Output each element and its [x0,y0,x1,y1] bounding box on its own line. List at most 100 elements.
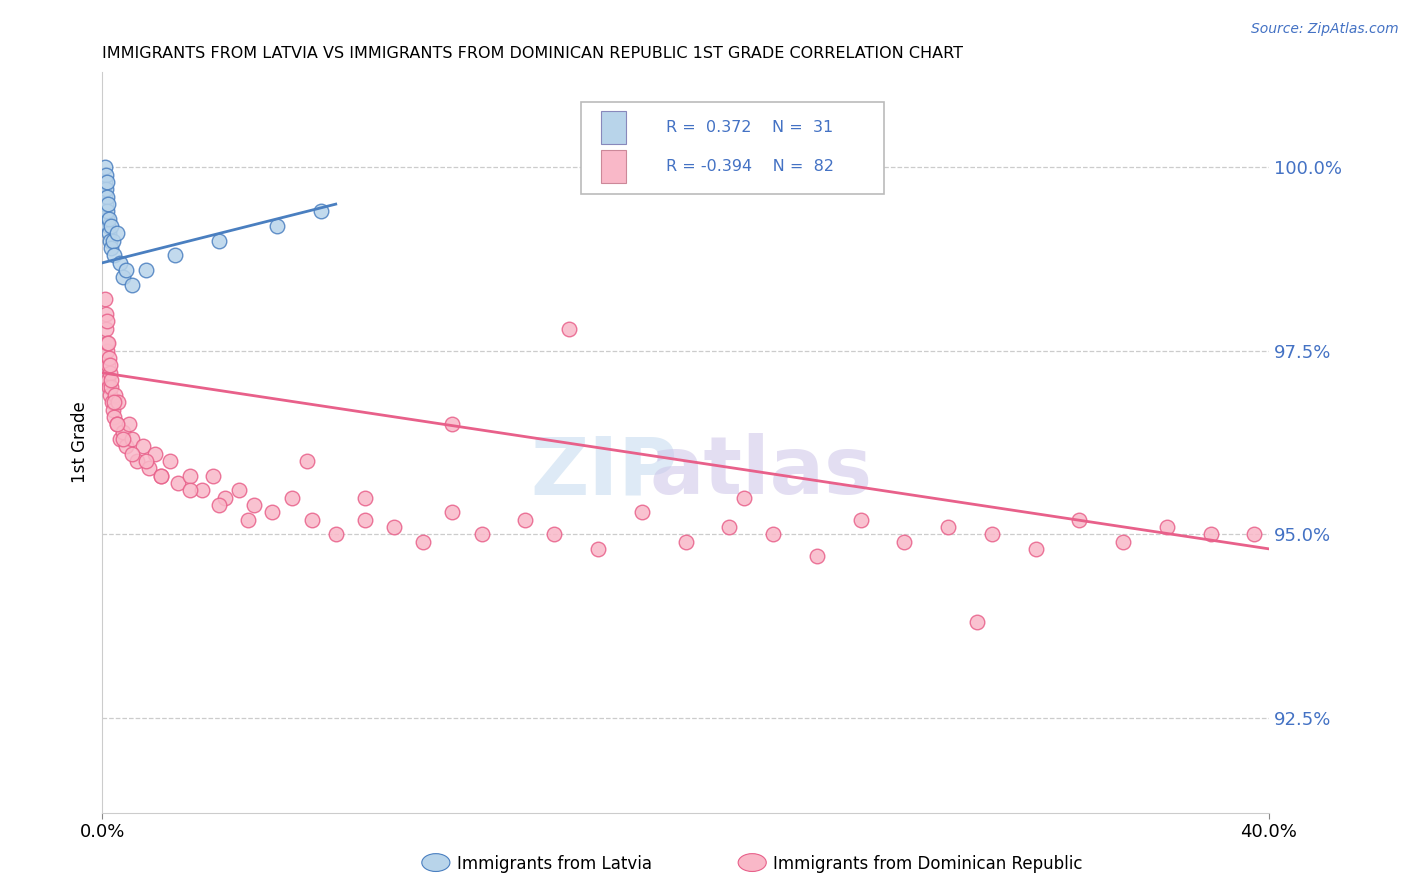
Point [936,520,959,534]
Bar [600,111,626,145]
Point [718,520,741,534]
Point [543,527,565,541]
Point [101,234,124,248]
Point [127,454,149,468]
Point [97,227,120,241]
Point [96,190,118,204]
Point [97,219,120,234]
Point [179,468,201,483]
Point [159,454,181,468]
Point [100,373,122,387]
Text: ZIP: ZIP [530,434,678,511]
Point [733,491,755,505]
Point [96,307,118,321]
Point [114,439,136,453]
Bar [600,150,626,183]
Point [93,197,115,211]
Point [114,263,136,277]
Point [98,211,121,226]
Point [149,468,172,483]
Point [98,234,121,248]
Point [281,491,304,505]
Text: Immigrants from Latvia: Immigrants from Latvia [457,855,652,873]
Point [94,190,117,204]
Point [96,197,118,211]
Text: Source: ZipAtlas.com: Source: ZipAtlas.com [1251,22,1399,37]
Point [1199,527,1222,541]
Point [98,388,121,402]
Point [675,534,697,549]
Point [1156,520,1178,534]
Point [108,256,131,270]
Point [97,373,120,387]
Point [105,227,128,241]
Point [806,549,828,564]
Point [260,505,283,519]
Point [354,491,377,505]
Point [631,505,654,519]
Point [105,417,128,432]
Point [470,527,492,541]
Point [103,248,125,262]
Point [309,204,332,219]
Point [441,505,464,519]
Point [228,483,250,498]
Point [121,432,143,446]
Text: R = -0.394    N =  82: R = -0.394 N = 82 [666,159,834,174]
Point [100,219,122,234]
Point [101,395,124,409]
Point [94,322,117,336]
Point [101,402,124,417]
Point [94,182,117,196]
Point [111,425,134,439]
Point [94,161,117,175]
Point [100,380,122,394]
Point [104,388,127,402]
Point [111,432,134,446]
Point [96,204,118,219]
Point [325,527,347,541]
Point [138,461,160,475]
Point [97,336,120,351]
Text: IMMIGRANTS FROM LATVIA VS IMMIGRANTS FROM DOMINICAN REPUBLIC 1ST GRADE CORRELATI: IMMIGRANTS FROM LATVIA VS IMMIGRANTS FRO… [103,46,963,62]
Point [1243,527,1265,541]
Point [111,270,134,285]
FancyBboxPatch shape [581,102,884,194]
Point [132,439,155,453]
Point [100,241,122,255]
Point [214,491,236,505]
Point [238,512,260,526]
Point [202,468,225,483]
Point [97,197,120,211]
Point [118,417,141,432]
Point [441,417,464,432]
Point [586,541,609,556]
Point [149,468,172,483]
Point [558,322,581,336]
Point [121,277,143,292]
Point [96,211,118,226]
Point [980,527,1002,541]
Point [121,446,143,460]
Point [97,359,120,373]
Point [190,483,212,498]
Point [105,417,128,432]
Text: atlas: atlas [650,434,873,511]
Point [107,395,129,409]
Point [165,248,187,262]
Point [301,512,323,526]
Point [893,534,915,549]
Text: R =  0.372    N =  31: R = 0.372 N = 31 [666,120,834,136]
Point [98,380,121,394]
Point [354,512,377,526]
Point [143,446,166,460]
Point [96,343,118,358]
Point [966,615,988,630]
Point [135,454,157,468]
Point [243,498,266,512]
Point [108,432,131,446]
Point [208,498,231,512]
Point [98,366,121,380]
Text: Immigrants from Dominican Republic: Immigrants from Dominican Republic [773,855,1083,873]
Point [1025,541,1047,556]
